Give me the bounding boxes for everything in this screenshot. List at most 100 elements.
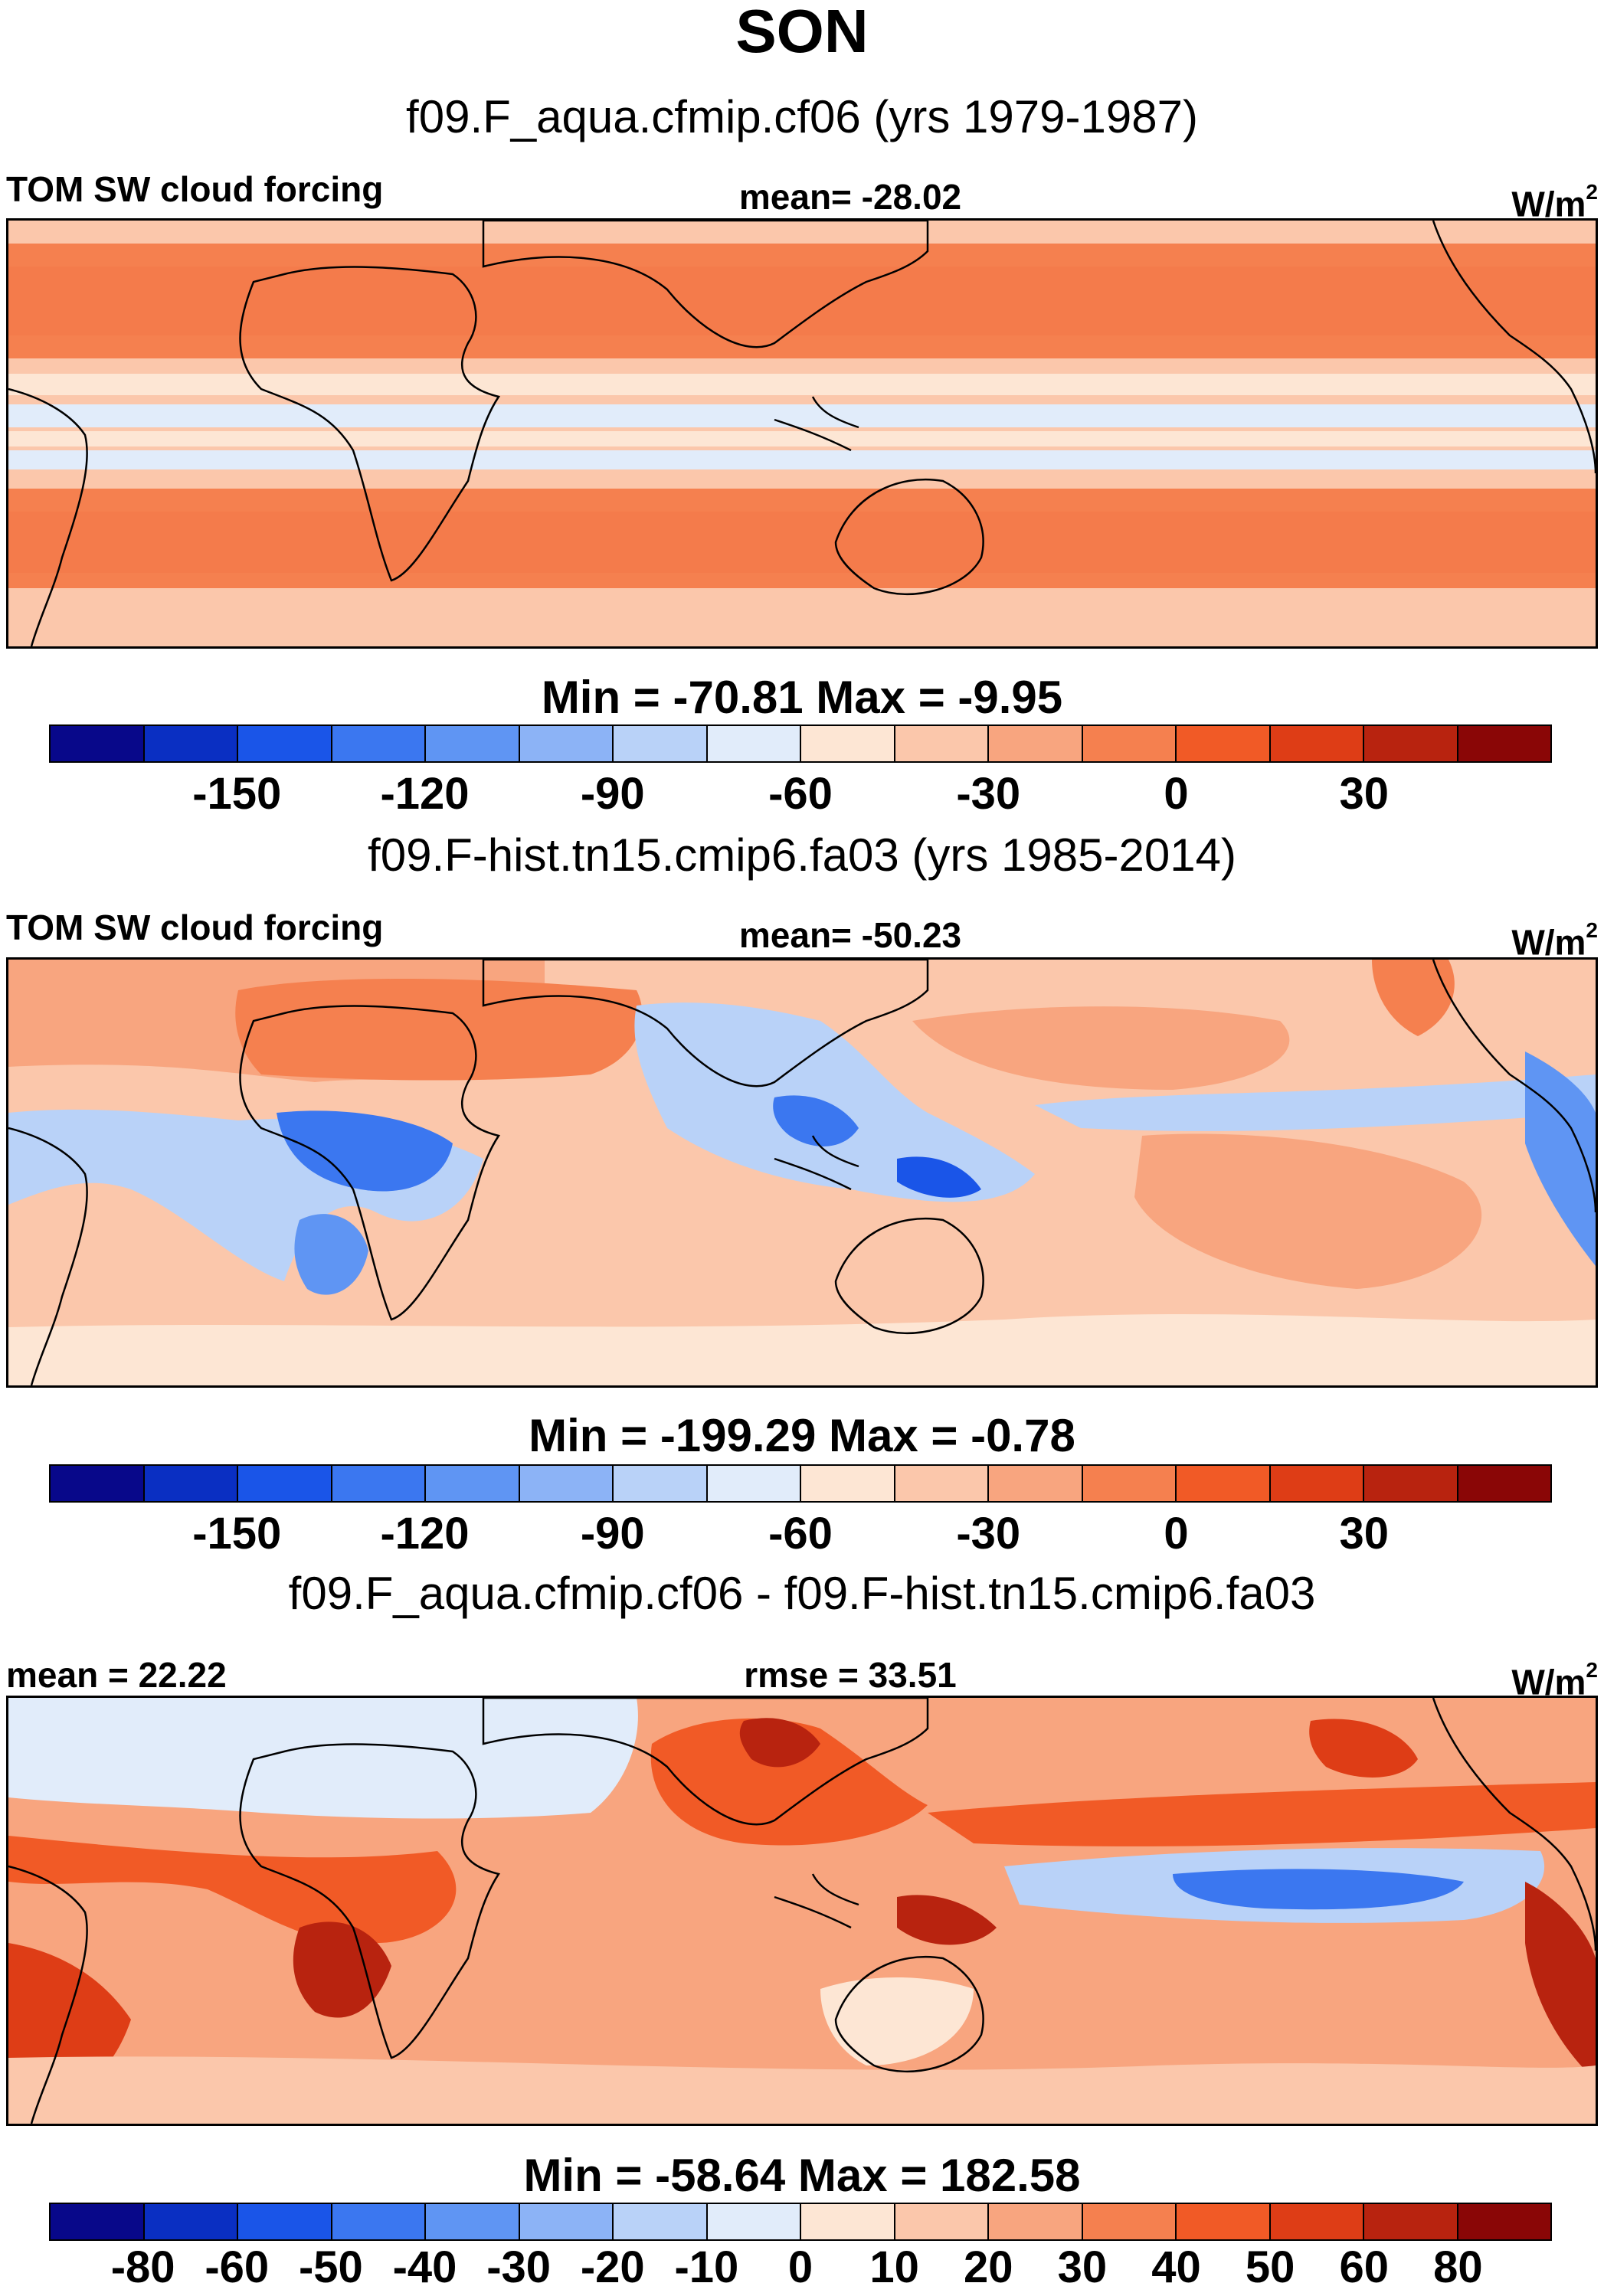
panel-3-new-guinea-red-region (897, 1895, 997, 1945)
panel-1-eurasia-outline (482, 221, 929, 348)
colorbar-tick-label: -50 (298, 2242, 363, 2292)
panel-3-central-pacific-strong-blue-region (1173, 1869, 1464, 1910)
colorbar-tick-label: -60 (768, 769, 833, 819)
panel-2-maritime-continent-outline (774, 1135, 859, 1191)
panel-1-south-america-outline (8, 388, 88, 646)
colorbar-tick-label: 80 (1433, 2242, 1483, 2292)
panel-1-equatorial-blue-band (8, 404, 1596, 427)
panel-1-north-band-core (8, 267, 1596, 335)
colorbar-cell (1177, 726, 1271, 761)
panel-2-southeast-pacific-region (1134, 1133, 1482, 1289)
panel-1-variable-label: TOM SW cloud forcing (6, 169, 384, 209)
colorbar-cell (895, 2204, 989, 2239)
colorbar-cell (989, 2204, 1083, 2239)
colorbar-cell (51, 2204, 145, 2239)
colorbar-cell (989, 1466, 1083, 1501)
colorbar-cell (1177, 1466, 1271, 1501)
colorbar-cell (332, 726, 426, 761)
panel-1-maritime-continent-outline (774, 396, 859, 452)
colorbar-tick-label: 30 (1339, 769, 1390, 819)
colorbar-tick-label: -60 (205, 2242, 270, 2292)
panel-1-colorbar-ticks: -150 -120 -90 -60 -30 0 30 (49, 769, 1552, 823)
colorbar-cell (1364, 726, 1458, 761)
panel-2-americas-outline (1432, 960, 1596, 1213)
colorbar-cell (426, 1466, 520, 1501)
panel-3-map-svg (8, 1698, 1596, 2124)
colorbar-cell (1270, 1466, 1364, 1501)
colorbar-cell (1364, 1466, 1458, 1501)
colorbar-tick-label: 0 (787, 2242, 813, 2292)
panel-3-northeast-pacific-red-region (1309, 1719, 1418, 1778)
panel-2-africa-outline (239, 1005, 501, 1321)
panel-3-rmse-label: rmse = 33.51 (744, 1655, 957, 1695)
panel-2-colorbar (49, 1464, 1552, 1503)
colorbar-tick-label: 30 (1339, 1509, 1390, 1558)
panel-3-north-pacific-red-band (928, 1782, 1596, 1846)
colorbar-cell (144, 726, 238, 761)
colorbar-tick-label: -60 (768, 1509, 833, 1558)
panel-3-map (6, 1696, 1598, 2126)
panel-1-australia-outline (834, 478, 984, 596)
colorbar-cell (1270, 726, 1364, 761)
colorbar-tick-label: 50 (1245, 2242, 1295, 2292)
panel-1-equatorial-light-band (8, 431, 1596, 446)
panel-2-east-pacific-coast-region (1525, 1052, 1596, 1266)
colorbar-tick-label: -30 (486, 2242, 552, 2292)
panel-1-coastlines (8, 221, 1596, 646)
colorbar-cell (895, 1466, 989, 1501)
colorbar-cell (1082, 2204, 1177, 2239)
colorbar-cell (51, 726, 145, 761)
panel-3-mean-label: mean = 22.22 (6, 1655, 227, 1695)
panel-1-africa-outline (239, 266, 501, 582)
panel-2-southern-ocean-region (8, 1313, 1596, 1385)
colorbar-cell (144, 1466, 238, 1501)
panel-2-case-title: f09.F-hist.tn15.cmip6.fa03 (yrs 1985-201… (368, 829, 1236, 881)
panel-2-mean-label: mean= -50.23 (738, 915, 962, 955)
panel-2-map (6, 957, 1598, 1388)
colorbar-cell (895, 726, 989, 761)
colorbar-cell (1364, 2204, 1458, 2239)
colorbar-cell (238, 726, 332, 761)
panel-1-minmax: Min = -70.81 Max = -9.95 (541, 672, 1063, 723)
colorbar-tick-label: -10 (674, 2242, 739, 2292)
colorbar-cell (614, 726, 708, 761)
panel-1-map-svg (8, 221, 1596, 646)
colorbar-cell (614, 2204, 708, 2239)
panel-1-map (6, 218, 1598, 649)
panel-1-mean-label: mean= -28.02 (738, 177, 962, 217)
panel-1-units: W/m2 (1511, 180, 1598, 224)
colorbar-cell (707, 2204, 801, 2239)
colorbar-cell (1458, 2204, 1550, 2239)
colorbar-cell (519, 1466, 614, 1501)
panel-2-congo-strong-cloud-region (277, 1110, 453, 1192)
colorbar-cell (519, 2204, 614, 2239)
colorbar-tick-label: -30 (956, 1509, 1021, 1558)
panel-2-north-america-region (1372, 960, 1455, 1036)
panel-2-itcz-blue-region (1035, 1074, 1596, 1131)
colorbar-cell (1177, 2204, 1271, 2239)
colorbar-tick-label: -120 (380, 1509, 470, 1558)
colorbar-tick-label: -120 (380, 769, 470, 819)
panel-3-southern-africa-red-region (293, 1922, 391, 2018)
panel-2-south-america-outline (8, 1127, 88, 1385)
panel-3-americas-outline (1432, 1698, 1596, 1951)
panel-3-tropical-atlantic-red-region (8, 1836, 457, 1944)
panel-2-eurasia-outline (482, 960, 929, 1087)
colorbar-cell (144, 2204, 238, 2239)
panel-3-minmax: Min = -58.64 Max = 182.58 (523, 2150, 1081, 2201)
panel-3-southern-ocean-region (8, 2056, 1596, 2124)
colorbar-cell (1458, 1466, 1550, 1501)
panel-1-south-blue-band (8, 450, 1596, 469)
panel-1-americas-outline (1432, 221, 1596, 474)
colorbar-cell (238, 2204, 332, 2239)
colorbar-tick-label: -90 (580, 769, 645, 819)
colorbar-cell (1458, 726, 1550, 761)
panel-3-units: W/m2 (1511, 1658, 1598, 1702)
colorbar-cell (332, 1466, 426, 1501)
colorbar-cell (989, 726, 1083, 761)
colorbar-cell (1270, 2204, 1364, 2239)
panel-3-tibet-red-region (739, 1718, 820, 1768)
colorbar-cell (801, 726, 895, 761)
panel-3-case-title: f09.F_aqua.cfmip.cf06 - f09.F-hist.tn15.… (288, 1568, 1316, 1619)
panel-2-australia-outline (834, 1217, 984, 1335)
